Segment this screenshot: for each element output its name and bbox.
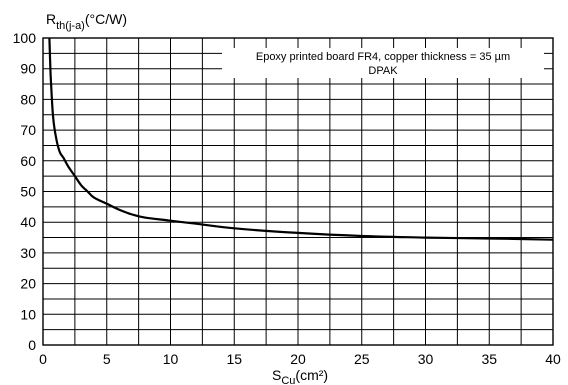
x-axis-unit: (cm²) <box>295 367 328 383</box>
plot-frame <box>42 37 554 346</box>
x-tick-labels: 0 5 10 15 20 25 30 35 40 <box>39 351 561 367</box>
y-tick-label: 80 <box>20 91 36 107</box>
y-tick-label: 40 <box>20 214 36 230</box>
x-axis-subscript: Cu <box>281 375 295 385</box>
x-tick-label: 40 <box>545 351 561 367</box>
annotation-line-1: Epoxy printed board FR4, copper thicknes… <box>256 51 510 63</box>
annotation-background <box>222 48 544 78</box>
annotation-box: Epoxy printed board FR4, copper thicknes… <box>222 48 544 78</box>
grid <box>42 37 554 346</box>
annotation-line-2: DPAK <box>368 65 398 77</box>
y-tick-label: 30 <box>20 245 36 261</box>
y-tick-label: 90 <box>20 61 36 77</box>
y-tick-label: 100 <box>13 30 37 46</box>
x-tick-label: 10 <box>163 351 179 367</box>
x-axis-symbol: S <box>272 367 281 383</box>
y-tick-label: 50 <box>20 184 36 200</box>
y-tick-label: 60 <box>20 153 36 169</box>
x-tick-label: 25 <box>354 351 370 367</box>
y-tick-label: 20 <box>20 276 36 292</box>
y-axis-subscript: th(j-a) <box>56 20 85 32</box>
y-tick-label: 0 <box>28 337 36 353</box>
x-tick-label: 5 <box>103 351 111 367</box>
x-tick-label: 20 <box>290 351 306 367</box>
y-tick-labels: 0 10 20 30 40 50 60 70 80 90 100 <box>13 30 37 353</box>
y-axis-unit: (°C/W) <box>85 11 127 27</box>
series-line <box>48 37 554 241</box>
y-axis-title: Rth(j-a)(°C/W) <box>46 11 127 32</box>
y-tick-label: 70 <box>20 122 36 138</box>
x-tick-label: 35 <box>481 351 497 367</box>
x-tick-label: 0 <box>39 351 47 367</box>
x-tick-label: 30 <box>418 351 434 367</box>
y-axis-symbol: R <box>46 11 56 27</box>
x-tick-label: 15 <box>226 351 242 367</box>
y-tick-label: 10 <box>20 306 36 322</box>
x-axis-title: SCu(cm²) <box>272 367 328 385</box>
